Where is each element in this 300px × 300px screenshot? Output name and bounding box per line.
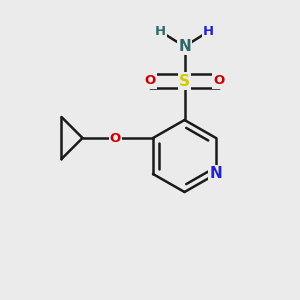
Text: H: H — [155, 25, 166, 38]
Text: H: H — [203, 25, 214, 38]
Text: O: O — [110, 131, 121, 145]
Text: O: O — [144, 74, 156, 88]
Text: O: O — [213, 74, 225, 88]
Text: N: N — [178, 39, 191, 54]
Text: N: N — [210, 167, 222, 182]
Text: S: S — [179, 74, 190, 88]
